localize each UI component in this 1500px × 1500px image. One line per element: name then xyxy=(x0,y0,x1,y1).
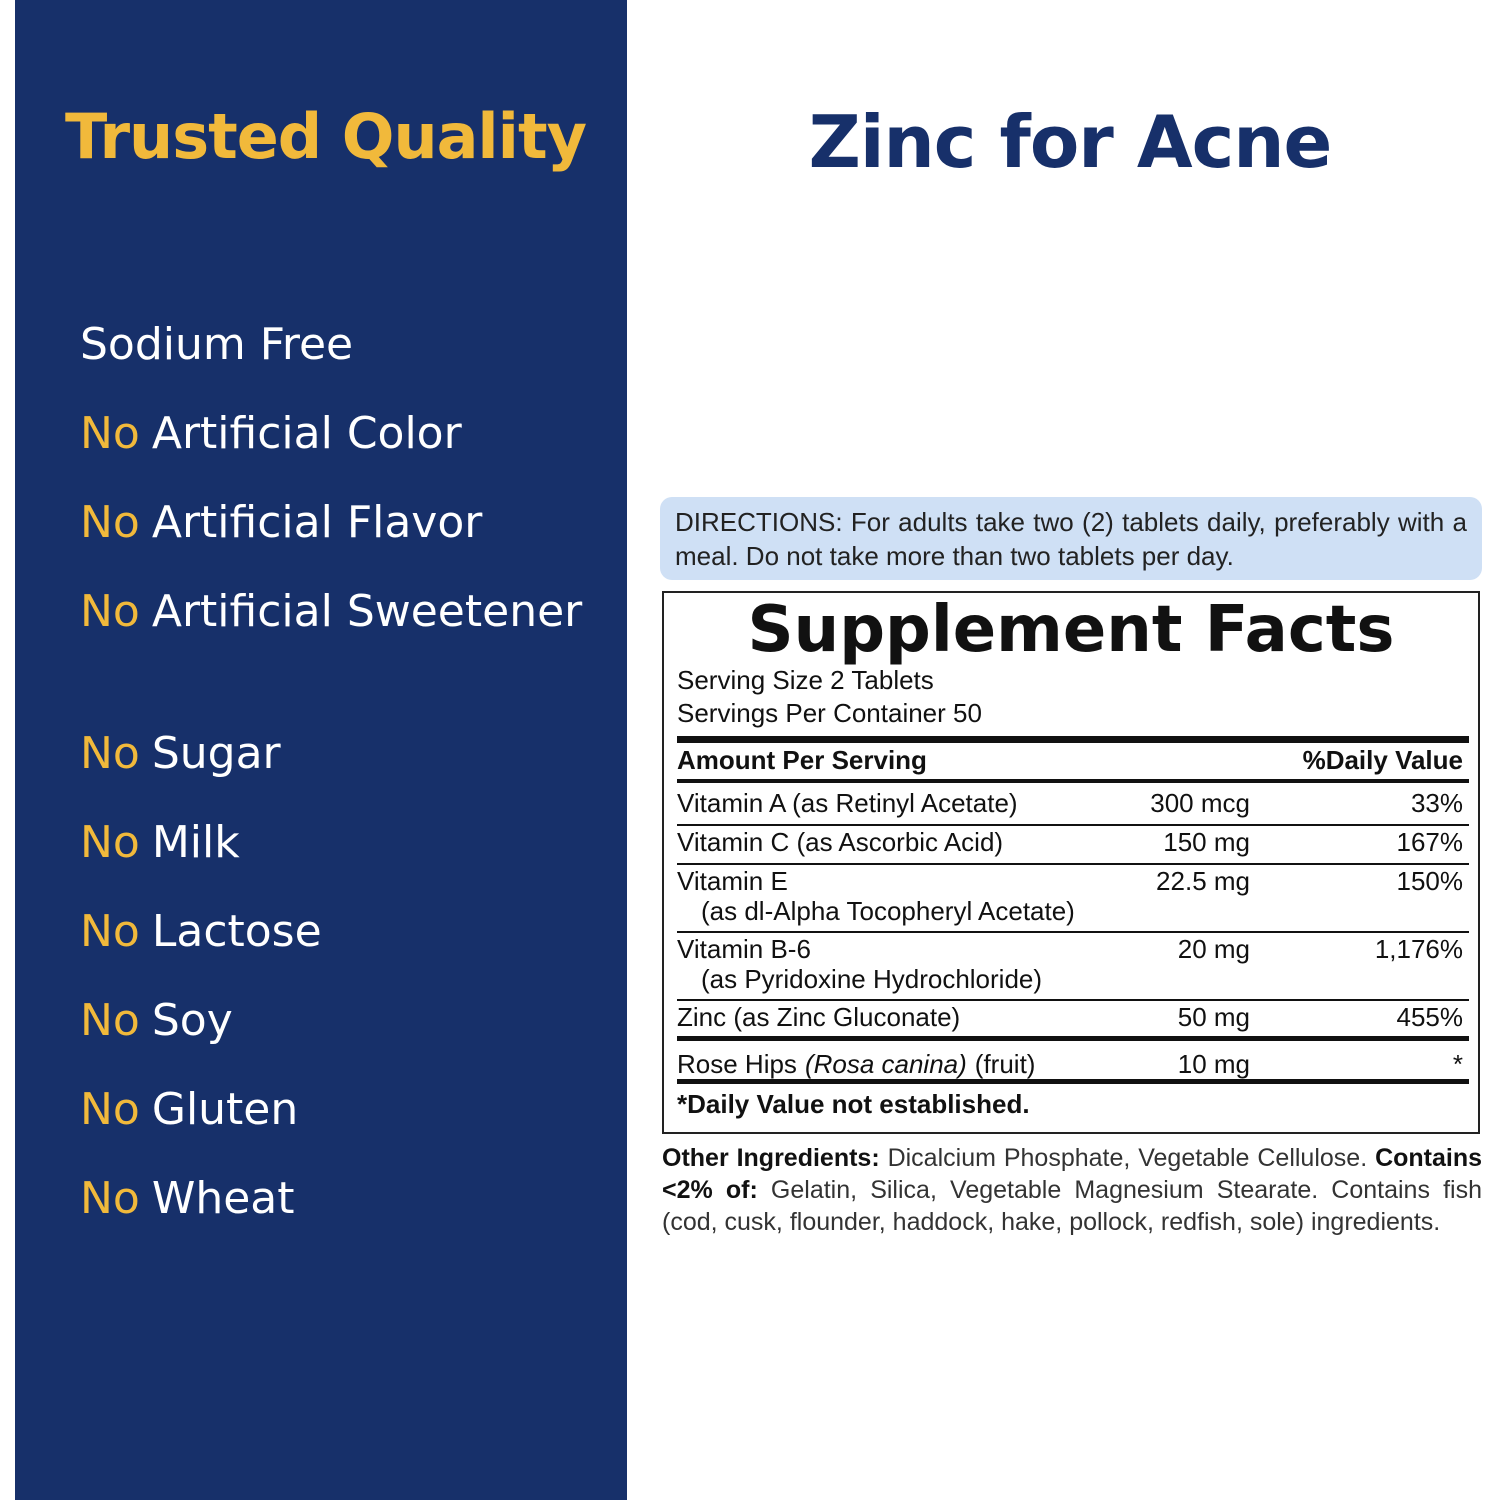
nutrient-sub: (as dl-Alpha Tocopheryl Acetate) xyxy=(701,896,1075,926)
name: Vitamin B-6 xyxy=(677,934,811,964)
daily-value: 167% xyxy=(1396,827,1464,857)
name: Vitamin C (as Ascorbic Acid) xyxy=(677,827,1004,857)
supplement-facts: Supplement Facts Serving Size 2 Tablets Se… xyxy=(662,591,1480,1134)
rule xyxy=(677,999,1469,1001)
item-prefix: No xyxy=(80,408,140,459)
item-text: Milk xyxy=(151,817,240,868)
amount: 150 mg xyxy=(1163,827,1250,857)
nutrient-name: Vitamin E xyxy=(677,866,788,897)
directions: DIRECTIONS: For adults take two (2) tabl… xyxy=(660,497,1482,580)
daily-value: 455% xyxy=(1396,1002,1464,1032)
serving-size: Serving Size 2 Tablets xyxy=(677,665,934,695)
rule xyxy=(677,863,1469,865)
label: Other Ingredients: xyxy=(662,1144,880,1172)
feature-item: No Sugar xyxy=(80,727,600,781)
product-title: Zinc for Acne xyxy=(808,100,1333,184)
item-prefix: No xyxy=(80,1173,140,1224)
item-prefix: No xyxy=(80,817,140,868)
nutrient-name: Rose Hips (Rosa canina) (fruit) xyxy=(677,1049,1035,1080)
item-text: Sodium Free xyxy=(80,319,354,370)
facts-title: Supplement Facts xyxy=(747,593,1395,667)
item-prefix: No xyxy=(80,586,140,637)
amount: 50 mg xyxy=(1177,1002,1250,1032)
name: Zinc (as Zinc Gluconate) xyxy=(677,1002,961,1032)
name: Vitamin E xyxy=(677,866,788,896)
rule xyxy=(677,779,1469,783)
left-panel: Trusted Quality Sodium Free No Artificial … xyxy=(15,0,627,1500)
item-prefix: No xyxy=(80,1084,140,1135)
rule xyxy=(677,824,1469,826)
name: Rose Hips xyxy=(677,1049,797,1079)
rule xyxy=(677,931,1469,933)
feature-item: No Artificial Flavor xyxy=(80,496,600,550)
dv-header: %Daily Value xyxy=(1302,745,1463,775)
item-prefix: No xyxy=(80,995,140,1046)
nutrient-name: Vitamin B-6 xyxy=(677,934,811,965)
item-text: Artificial Flavor xyxy=(151,497,483,548)
nutrient-sub: (as Pyridoxine Hydrochloride) xyxy=(701,964,1043,994)
nutrient-name: Zinc (as Zinc Gluconate) xyxy=(677,1002,960,1033)
other-ingredients: Other Ingredients: Dicalcium Phosphate, … xyxy=(662,1142,1482,1238)
feature-item: Sodium Free xyxy=(80,318,600,372)
feature-item: No Lactose xyxy=(80,905,600,959)
amount: 10 mg xyxy=(1177,1049,1250,1079)
item-prefix: No xyxy=(80,906,140,957)
item-prefix: No xyxy=(80,497,140,548)
feature-item: No Gluten xyxy=(80,1083,600,1137)
footnote: *Daily Value not established. xyxy=(677,1089,1030,1119)
daily-value: 150% xyxy=(1396,866,1464,896)
daily-value: 1,176% xyxy=(1374,934,1463,964)
item-text: Gluten xyxy=(151,1084,299,1135)
nutrient-name: Vitamin A (as Retinyl Acetate) xyxy=(677,788,1018,819)
rule xyxy=(677,1036,1469,1041)
rule xyxy=(677,736,1469,743)
panel-title: Trusted Quality xyxy=(65,100,587,173)
feature-item: No Wheat xyxy=(80,1172,600,1226)
text: Dicalcium Phosphate, Vegetable Cellulose… xyxy=(887,1144,1368,1172)
daily-value: 33% xyxy=(1410,788,1463,818)
amount: 20 mg xyxy=(1177,934,1250,964)
feature-item: No Artificial Color xyxy=(80,407,600,461)
item-text: Artificial Color xyxy=(151,408,462,459)
item-prefix: No xyxy=(80,728,140,779)
feature-item: No Milk xyxy=(80,816,600,870)
latin-name: (Rosa canina) xyxy=(804,1049,967,1079)
feature-item: No Soy xyxy=(80,994,600,1048)
amount: 22.5 mg xyxy=(1156,866,1250,896)
nutrient-name: Vitamin C (as Ascorbic Acid) xyxy=(677,827,1003,858)
amount-header: Amount Per Serving xyxy=(677,745,927,775)
amount: 300 mcg xyxy=(1150,788,1250,818)
feature-item: No Artificial Sweetener xyxy=(80,585,600,639)
item-text: Sugar xyxy=(151,728,281,779)
servings-per-container: Servings Per Container 50 xyxy=(677,698,982,728)
rule xyxy=(677,1079,1469,1084)
item-text: Artificial Sweetener xyxy=(151,586,583,637)
text: Gelatin, Silica, Vegetable Magnesium Ste… xyxy=(662,1176,1482,1236)
name: Vitamin A (as Retinyl Acetate) xyxy=(677,788,1018,818)
label: Contains <2% of: xyxy=(662,1144,1483,1204)
plant-part: (fruit) xyxy=(974,1049,1036,1079)
item-text: Soy xyxy=(151,995,233,1046)
item-text: Lactose xyxy=(151,906,322,957)
item-text: Wheat xyxy=(151,1173,295,1224)
daily-value: * xyxy=(1452,1049,1463,1079)
